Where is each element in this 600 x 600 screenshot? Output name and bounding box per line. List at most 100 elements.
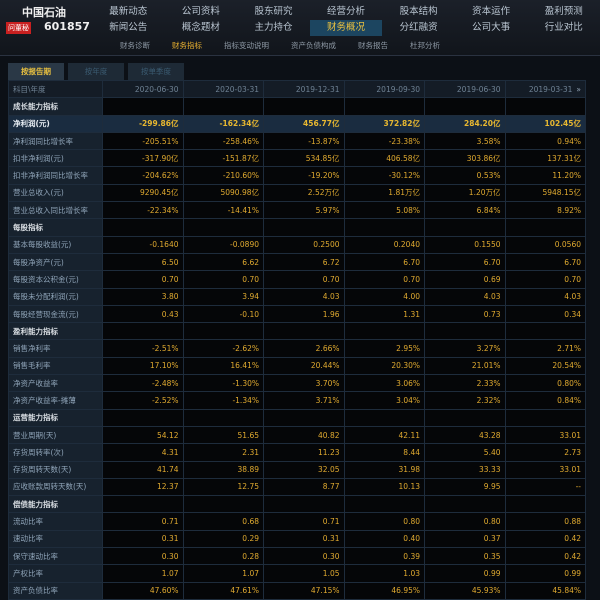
row-label: 保守速动比率 [8, 547, 103, 566]
cell-value: 0.99 [504, 564, 586, 583]
cell-value: 51.65 [182, 425, 264, 445]
nav-item[interactable]: 公司大事 [472, 22, 511, 33]
row-label: 营业总收入同比增长率 [8, 201, 103, 220]
cell-value [343, 218, 425, 237]
cell-value: 0.80 [343, 512, 425, 531]
cell-value [504, 495, 586, 514]
subnav-item[interactable]: 指标变动说明 [224, 41, 269, 50]
cell-value: 3.80 [102, 287, 184, 306]
nav-item[interactable]: 最新动态 [109, 6, 148, 17]
cell-value: 12.37 [102, 477, 184, 497]
cell-value: 32.05 [263, 460, 345, 479]
subnav-item[interactable]: 财务报告 [358, 41, 388, 50]
cell-value: 0.0560 [504, 235, 586, 254]
cell-value: 1.81万亿 [343, 183, 425, 203]
subnav-item[interactable]: 财务指标 [172, 41, 202, 50]
cell-value: 2.33% [424, 374, 506, 393]
cell-value [102, 322, 184, 341]
cell-value: -258.46% [182, 131, 264, 151]
cell-value: 284.20亿 [424, 114, 506, 133]
cell-value: 6.70 [504, 252, 586, 272]
tab[interactable]: 按报告期 [8, 63, 64, 80]
ask-secretary-button[interactable]: 问董秘 [6, 22, 31, 34]
period-tabs: 按报告期 按年度 按单季度 [8, 63, 184, 80]
tab[interactable]: 按单季度 [128, 63, 184, 80]
cell-value: 8.44 [343, 443, 425, 462]
cell-value [504, 408, 586, 427]
cell-value: 16.41% [182, 356, 264, 376]
nav-item[interactable]: 经营分析 [327, 6, 366, 17]
table-row: 产权比率 1.07 1.07 1.05 1.03 0.99 0.99 [8, 564, 586, 583]
cell-value: 2.31 [182, 443, 264, 462]
cell-value: 0.37 [424, 529, 506, 549]
subnav-item[interactable]: 资产负债构成 [291, 41, 336, 50]
column-date: 2019-09-30 [376, 84, 420, 94]
cell-value: 47.15% [263, 581, 345, 600]
table-row: 净资产收益率-摊薄 -2.52% -1.34% 3.71% 3.04% 2.32% 0.84… [8, 391, 586, 410]
cell-value [102, 218, 184, 237]
cell-value: 1.07 [182, 564, 264, 583]
nav-row-2: 新闻公告 概念题材 主力持仓 财务概况 分红融资 公司大事 行业对比 [92, 20, 600, 36]
table-row: 保守速动比率 0.30 0.28 0.30 0.39 0.35 0.42 [8, 547, 586, 566]
row-label: 流动比率 [8, 512, 103, 531]
table-row: 每股经营现金流(元) 0.43 -0.10 1.96 1.31 0.73 0.34 [8, 304, 586, 324]
nav-item[interactable]: 主力持仓 [254, 22, 293, 33]
double-chevron-right-icon[interactable]: » [576, 84, 581, 94]
cell-value: 0.34 [504, 304, 586, 324]
table-row: 净资产收益率 -2.48% -1.30% 3.70% 3.06% 2.33% 0.80% [8, 374, 586, 393]
cell-value: -317.90亿 [102, 149, 184, 168]
table-row: 净利润(元) -299.86亿 -162.34亿 456.77亿 372.82亿 284.… [8, 114, 586, 133]
cell-value: 8.92% [504, 201, 586, 220]
subnav-item[interactable]: 财务诊断 [120, 41, 150, 50]
table-row: 速动比率 0.31 0.29 0.31 0.40 0.37 0.42 [8, 529, 586, 549]
cell-value [424, 218, 506, 237]
cell-value: 2.73 [504, 443, 586, 462]
tab[interactable]: 按年度 [68, 63, 124, 80]
column-header: 2019-12-31 [263, 79, 345, 99]
cell-value: 0.84% [504, 391, 586, 410]
cell-value [182, 408, 264, 427]
nav-item[interactable]: 资本运作 [472, 6, 511, 17]
cell-value [343, 322, 425, 341]
cell-value: 6.62 [182, 252, 264, 272]
cell-value [263, 408, 345, 427]
nav-item[interactable]: 盈利预测 [544, 6, 583, 17]
column-header: 2019-03-31» [504, 79, 586, 99]
cell-value: 4.03 [424, 287, 506, 306]
cell-value: 43.28 [424, 425, 506, 445]
cell-value: 4.00 [343, 287, 425, 306]
row-label: 每股未分配利润(元) [8, 287, 103, 306]
column-date: 2019-12-31 [295, 84, 340, 94]
nav-item[interactable]: 股东研究 [254, 6, 293, 17]
nav-item[interactable]: 财务概况 [309, 20, 383, 36]
cell-value: 5948.15亿 [504, 183, 586, 203]
row-label: 成长能力指标 [8, 97, 103, 116]
cell-value: 2.32% [424, 391, 506, 410]
row-label: 运营能力指标 [8, 408, 103, 427]
nav-item[interactable]: 新闻公告 [109, 22, 148, 33]
cell-value: 456.77亿 [263, 114, 345, 133]
cell-value: 0.31 [263, 529, 345, 549]
cell-value: 46.95% [343, 581, 425, 600]
cell-value: 6.70 [343, 252, 425, 272]
cell-value: 0.70 [182, 270, 264, 289]
table-row: 存货周转率(次) 4.31 2.31 11.23 8.44 5.40 2.73 [8, 443, 586, 462]
nav-item[interactable]: 分红融资 [399, 22, 438, 33]
stock-header: 中国石油 问董秘 601857 最新动态 公司资料 股东研究 经营分析 股本结构 资本运作… [0, 0, 600, 56]
cell-value: 20.54% [504, 356, 586, 376]
column-header: 2019-06-30 [424, 79, 506, 99]
header-label: 科目\年度 [8, 79, 103, 99]
nav-item[interactable]: 概念题材 [181, 22, 220, 33]
cell-value: 3.71% [263, 391, 345, 410]
cell-value: -204.62% [102, 166, 184, 185]
subnav-item[interactable]: 杜邦分析 [410, 41, 440, 50]
nav-item[interactable]: 股本结构 [399, 6, 438, 17]
nav-item[interactable]: 公司资料 [181, 6, 220, 17]
cell-value [182, 218, 264, 237]
row-label: 扣非净利润(元) [8, 149, 103, 168]
row-label: 营业总收入(元) [8, 183, 103, 203]
nav-item[interactable]: 行业对比 [544, 22, 583, 33]
row-label: 偿债能力指标 [8, 495, 103, 514]
row-label: 扣非净利润同比增长率 [8, 166, 103, 185]
cell-value: 0.1550 [424, 235, 506, 254]
